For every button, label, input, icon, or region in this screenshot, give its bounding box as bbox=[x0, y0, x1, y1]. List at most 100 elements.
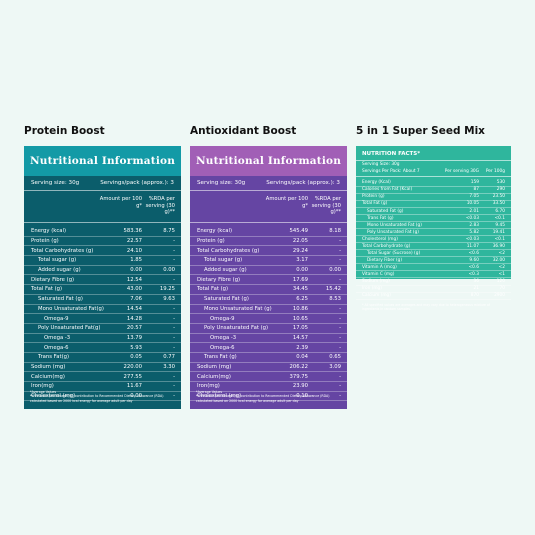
footnote-average: *Average Values bbox=[196, 389, 223, 394]
nutrient-label: Protein (g) bbox=[197, 238, 225, 245]
nutrient-value-secondary: - bbox=[173, 393, 175, 400]
nutrient-value-primary: 583.36 bbox=[123, 228, 142, 235]
nutrient-value-primary: 0.00 bbox=[130, 393, 142, 400]
nutrient-label: Saturated Fat (g) bbox=[367, 208, 404, 214]
nutrient-label: Trans Fat (g) bbox=[204, 354, 237, 361]
nutrient-value-secondary: <2 bbox=[498, 264, 505, 270]
nutrient-label: Dietary Fibre (g) bbox=[31, 276, 75, 283]
table-row: Cholesterol (mg) 0.10 - bbox=[190, 392, 347, 402]
nutrient-value-primary: <0.6 bbox=[468, 250, 479, 256]
nutrient-label: Iron(mg) bbox=[31, 383, 54, 390]
nutrient-label: Sodium (mg) bbox=[31, 363, 66, 370]
nutrient-label: Poly Unsaturated Fat (g) bbox=[367, 229, 419, 235]
product-title-protein: Protein Boost bbox=[24, 125, 105, 137]
nutrient-value-primary: 36 bbox=[473, 278, 479, 284]
nutrient-value-primary: 159 bbox=[470, 180, 479, 186]
col-rda-header: %RDA per serving (30 g)** bbox=[311, 196, 341, 215]
nutrient-label: Total Carbohydrates (g) bbox=[197, 247, 260, 254]
nutrient-value-primary: 87 bbox=[473, 187, 479, 193]
table-row: Total Sugar (Sucrose) (g) <0.6 <2 bbox=[356, 250, 511, 258]
table-row: Total Fat (g) 10.05 33.50 bbox=[356, 201, 511, 208]
nutrient-value-secondary: 2900 bbox=[494, 293, 505, 299]
nutrient-label: Omega-9 bbox=[210, 315, 235, 322]
table-row: Dietary Fibre (g) 17.69 - bbox=[190, 275, 347, 286]
nutrient-value-primary: 6.25 bbox=[296, 296, 308, 303]
table-row: Poly Unsaturated Fat (g) 17.05 - bbox=[190, 324, 347, 334]
table-row: Mono Unsaturated Fat(g) 14.54 - bbox=[24, 305, 181, 315]
nutrient-value-secondary: 15.42 bbox=[325, 286, 341, 293]
nutrient-value-secondary: - bbox=[339, 238, 341, 245]
nutrient-label: Mono Unsaturated Fat (g) bbox=[204, 305, 272, 312]
table-row: Calcium(mg) 379.75 - bbox=[190, 372, 347, 382]
nutrient-value-primary: 0.05 bbox=[130, 354, 142, 361]
serving-info: Serving size: 30g Servings/pack (approx.… bbox=[24, 176, 181, 191]
nutrient-value-primary: 277.55 bbox=[123, 373, 142, 380]
table-row: Iron(mg) 23.90 - bbox=[190, 382, 347, 392]
nutrient-label: Cholesterol (mg) bbox=[197, 393, 242, 400]
table-row: Dietary Fibre (g) 12.54 - bbox=[24, 275, 181, 286]
nutrient-value-primary: 0.10 bbox=[296, 393, 308, 400]
serving-size: Serving size: 30g bbox=[197, 180, 246, 186]
nutrition-panel-super-seed: NUTRITION FACTS* Serving Size: 30g Servi… bbox=[356, 146, 511, 311]
footnote-average: *Average Values bbox=[30, 389, 57, 394]
nutrient-label: Calcium (mg) bbox=[362, 293, 391, 299]
nutrient-value-primary: 24.10 bbox=[126, 247, 142, 254]
nutrient-value-secondary: 0.00 bbox=[329, 267, 341, 274]
panel-header: Nutritional Information bbox=[190, 146, 347, 176]
nutrient-value-secondary: 19.25 bbox=[159, 286, 175, 293]
col-serving-header: Per serving 30G bbox=[444, 168, 479, 174]
product-title-antioxidant: Antioxidant Boost bbox=[190, 125, 297, 137]
nutrient-label: Total Fat (g) bbox=[362, 201, 388, 207]
nutrient-value-secondary: - bbox=[339, 373, 341, 380]
col-rda-header: %RDA per serving (30 g)** bbox=[145, 196, 175, 215]
nutrient-value-primary: 5.93 bbox=[130, 344, 142, 351]
table-row: Trans Fat(g) 0.05 0.77 bbox=[24, 353, 181, 363]
nutrient-value-secondary: <2 bbox=[498, 250, 505, 256]
footnote: * All specified values are averages and … bbox=[362, 302, 490, 311]
nutrient-value-secondary: 0.65 bbox=[329, 354, 341, 361]
table-row: Omega-6 5.93 - bbox=[24, 343, 181, 353]
table-row: Omega-6 2.39 - bbox=[190, 343, 347, 353]
table-row: Cholesterol (mg) 0.00 - bbox=[24, 392, 181, 402]
nutrient-label: Poly Unsaturated Fat(g) bbox=[38, 325, 101, 332]
nutrient-label: Sodium (mg) bbox=[197, 363, 232, 370]
nutrient-label: Omega-6 bbox=[210, 344, 235, 351]
nutrient-value-primary: 2.01 bbox=[469, 208, 479, 214]
nutrient-label: Calcium(mg) bbox=[197, 373, 231, 380]
nutrient-value-secondary: - bbox=[339, 315, 341, 322]
nutrient-value-secondary: 23.50 bbox=[492, 194, 505, 200]
servings-per-pack: Servings/pack (approx.): 3 bbox=[266, 180, 340, 186]
nutrient-value-secondary: - bbox=[173, 305, 175, 312]
nutrient-value-primary: <0.03 bbox=[465, 236, 479, 242]
table-row: Omega-9 10.65 - bbox=[190, 314, 347, 324]
nutrient-label: Total Fat (g) bbox=[197, 286, 229, 293]
nutrient-label: Omega-9 bbox=[44, 315, 69, 322]
table-row: Saturated Fat (g) 2.01 6.70 bbox=[356, 208, 511, 216]
table-row: Total Fat (g) 43.00 19.25 bbox=[24, 285, 181, 295]
nutrient-value-primary: 9.60 bbox=[469, 257, 479, 263]
nutrient-label: Protein (g) bbox=[362, 194, 385, 200]
footnotes: *Average Values **Per serve percentage (… bbox=[30, 390, 175, 403]
nutrient-value-secondary: - bbox=[339, 325, 341, 332]
nutrient-value-secondary: 19.41 bbox=[492, 229, 505, 235]
nutrient-label: Trans Fat (g) bbox=[367, 215, 394, 221]
nutrient-value-secondary: - bbox=[173, 238, 175, 245]
nutrient-value-secondary: 3.09 bbox=[329, 363, 341, 370]
nutrient-value-secondary: 3.30 bbox=[163, 363, 175, 370]
table-row: Vitamin C (mg) <0.3 <1 bbox=[356, 271, 511, 279]
nutrient-value-secondary: <0.1 bbox=[494, 236, 505, 242]
nutrient-label: Vitamin A (mcg) bbox=[362, 264, 397, 270]
nutrient-value-secondary: 36.90 bbox=[492, 243, 505, 249]
nutrient-value-secondary: - bbox=[339, 393, 341, 400]
table-row: Omega-9 14.28 - bbox=[24, 314, 181, 324]
table-row: Total sugar (g) 3.17 - bbox=[190, 256, 347, 266]
nutrient-label: Total Carbohydrate (g) bbox=[362, 243, 411, 249]
nutrient-value-primary: 29.24 bbox=[292, 247, 308, 254]
nutrient-label: Total Fat (g) bbox=[31, 286, 63, 293]
servings-per-pack: Servings Per Pack: About 7 bbox=[362, 168, 420, 174]
nutrient-value-primary: 12.54 bbox=[126, 276, 142, 283]
footnote-rda: **Per serve percentage (%) contribution … bbox=[30, 394, 164, 403]
nutrient-label: Energy (kcal) bbox=[197, 228, 233, 235]
table-row: Energy (Kcal) 159 530 bbox=[356, 180, 511, 187]
nutrient-label: Vitamin C (mg) bbox=[362, 271, 395, 277]
